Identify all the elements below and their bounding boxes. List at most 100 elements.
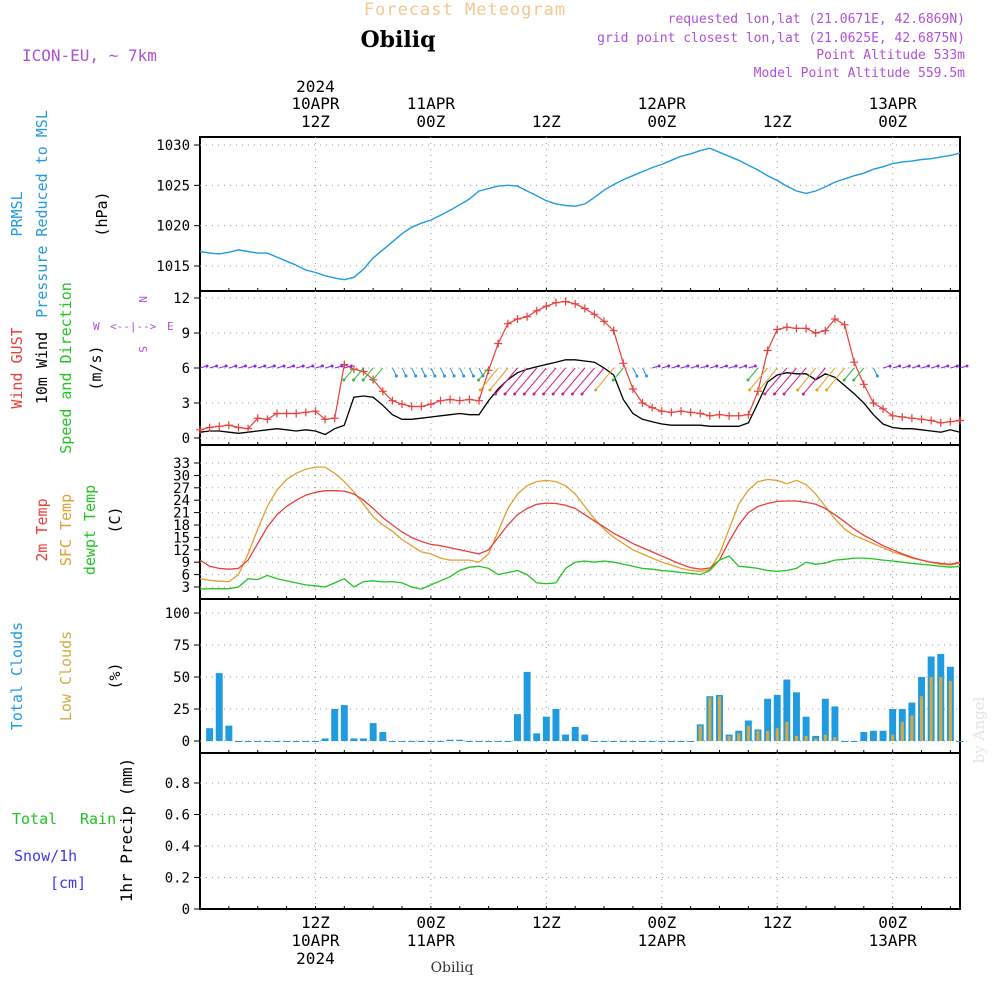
top-date-label: 13APR	[869, 94, 918, 113]
low-cloud-bar	[708, 697, 712, 741]
temp-unit: (C)	[106, 506, 124, 533]
precip-unit: 1hr Precip (mm)	[117, 758, 136, 903]
wind-arrow-head	[825, 388, 829, 392]
gust-marker	[917, 415, 926, 424]
total-cloud-bar	[802, 716, 810, 741]
gust-marker	[330, 414, 339, 423]
wind-arrow-head	[748, 388, 752, 392]
wind-direction-arrow	[572, 367, 595, 395]
total-cloud-bar	[215, 673, 223, 741]
wind-direction-arrow	[749, 367, 768, 391]
total-cloud-bar	[639, 741, 646, 742]
gust-marker	[378, 387, 387, 396]
wind-arrow-head	[927, 364, 931, 368]
total-cloud-bar	[571, 726, 579, 741]
wind-arrow-head	[753, 364, 757, 368]
wind-compass-legend: N S W E <--|-->	[93, 296, 174, 353]
bottom-date-label: 11APR	[407, 931, 456, 950]
temp-label-3: dewpt Temp	[81, 485, 99, 575]
y-tick-label: 21	[173, 506, 190, 522]
total-cloud-bar	[254, 741, 262, 742]
wind-arrow-head	[561, 392, 565, 396]
gust-marker	[455, 396, 464, 405]
wind-arrow-head	[371, 378, 375, 382]
wind-arrow-head	[532, 392, 536, 396]
wind-arrow-head	[888, 364, 892, 368]
wind-direction-arrow	[816, 367, 836, 391]
gust-marker	[879, 404, 888, 413]
wind-direction-arrow	[543, 367, 566, 395]
wind-arrow-head	[676, 364, 680, 368]
wind-arrow-head	[667, 364, 671, 368]
wind-arrow-head	[349, 364, 353, 368]
gust-marker	[898, 413, 907, 421]
wind-arrow-head	[686, 364, 690, 368]
clouds-frame	[199, 598, 961, 754]
gust-marker	[253, 414, 262, 423]
clouds-panel: 0 25 50 75 100	[165, 598, 961, 754]
gust-marker	[272, 409, 281, 418]
wind-arrow-head	[645, 374, 649, 378]
low-cloud-bar	[794, 735, 799, 741]
wind-arrow-head	[330, 364, 334, 368]
bottom-date-label: 13APR	[869, 931, 918, 950]
gust-marker	[446, 395, 455, 404]
gust-marker	[811, 329, 820, 337]
wind-direction-arrow	[353, 367, 364, 381]
y-tick-label: 0	[182, 734, 190, 750]
gust-marker	[888, 411, 897, 420]
wind-direction-arrow	[612, 367, 624, 381]
gust-marker	[263, 415, 272, 424]
y-tick-label: 6	[182, 568, 190, 584]
bottom-hour-label: 00Z	[878, 913, 907, 932]
wind-direction-arrow	[797, 367, 817, 391]
precip-label-unit: [cm]	[50, 874, 86, 892]
wind-arrow-head	[340, 364, 344, 368]
gust-marker	[571, 299, 580, 308]
gust-marker	[349, 365, 358, 374]
total-cloud-bar	[388, 741, 396, 742]
total-cloud-bar	[456, 739, 464, 741]
total-cloud-bar	[860, 732, 868, 741]
wind-arrow-head	[234, 364, 238, 368]
wind-arrow-head	[352, 378, 356, 382]
wind-direction-arrow	[595, 367, 615, 391]
total-cloud-bar	[331, 709, 339, 741]
gust-marker	[494, 339, 503, 348]
wind-arrow-head	[423, 374, 427, 378]
top-year-label: 2024	[296, 77, 335, 96]
y-tick-label: 0.2	[165, 871, 190, 887]
gust-marker	[542, 302, 551, 311]
y-tick-label: 0	[182, 431, 190, 447]
pressure-panel: 1015 1020 1025 1030	[156, 136, 961, 292]
low-cloud-bar	[939, 677, 943, 741]
compass-west: W	[93, 320, 100, 333]
wind-label-1: Wind GUST	[8, 327, 26, 408]
gust-marker	[850, 358, 859, 367]
total-cloud-bar	[879, 730, 887, 741]
total-cloud-bar	[235, 741, 242, 742]
wind-label-3: Speed and Direction	[57, 282, 75, 454]
wind-direction-arrow	[562, 367, 586, 395]
low-cloud-bar	[766, 730, 770, 741]
temp-label-1: 2m Temp	[33, 498, 51, 561]
top-date-label: 10APR	[291, 94, 340, 113]
low-cloud-bar	[756, 730, 760, 741]
wind-direction-arrow	[783, 367, 807, 395]
total-cloud-bar	[292, 741, 300, 742]
wind-arrow-head	[493, 392, 497, 396]
wind-arrow-head	[875, 374, 879, 378]
low-cloud-bar	[727, 735, 731, 741]
total-cloud-bar	[658, 741, 666, 742]
chart-title: Forecast Meteogram	[364, 0, 566, 20]
wind-arrow-head	[215, 364, 219, 368]
y-tick-label: 9	[182, 326, 190, 342]
bottom-year-label: 2024	[296, 949, 335, 968]
y-tick-label: 0.8	[165, 776, 190, 792]
gust-marker	[619, 359, 628, 368]
y-tick-label: 0	[182, 902, 190, 918]
total-cloud-bar	[427, 741, 435, 742]
wind-direction-arrow	[372, 367, 384, 381]
